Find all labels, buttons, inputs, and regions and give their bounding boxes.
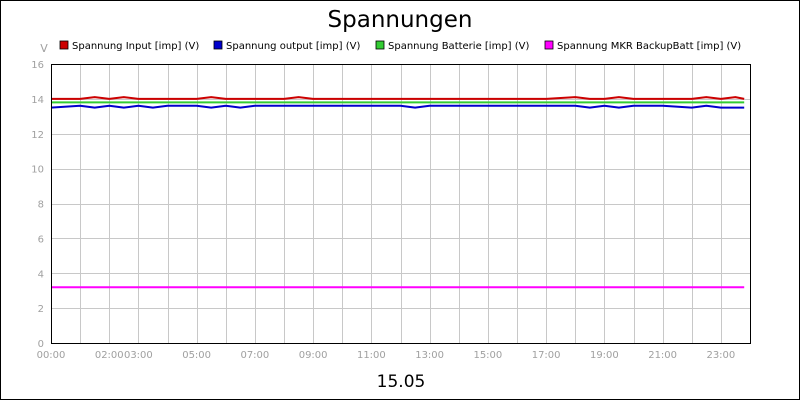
x-tick-label: 09:00 (299, 350, 328, 361)
y-tick-label: 12 (31, 130, 44, 141)
y-tick-label: 4 (38, 269, 44, 280)
x-tick-label: 21:00 (648, 350, 677, 361)
x-tick-label: 17:00 (532, 350, 561, 361)
legend-label: Spannung Batterie [imp] (V) (388, 41, 529, 52)
x-tick-label: 00:00 (37, 350, 66, 361)
y-tick-label: 0 (38, 339, 44, 350)
x-tick-label: 03:00 (124, 350, 153, 361)
series-line-1 (51, 96, 745, 100)
x-tick-label: 07:00 (240, 350, 269, 361)
legend-swatch (544, 40, 554, 50)
x-tick-label: 15:00 (473, 350, 502, 361)
series-lines (50, 96, 745, 289)
plot-frame (51, 64, 751, 344)
y-tick-label: 10 (31, 165, 44, 176)
legend-swatch (59, 40, 69, 50)
legend-swatch (213, 40, 223, 50)
legend-item-4: Spannung MKR BackupBatt [imp] (V) (544, 40, 741, 52)
legend: Spannung Input [imp] (V) Spannung output … (59, 40, 741, 52)
plot-area (51, 64, 750, 343)
y-axis-ticks: 0 2 4 6 8 10 12 14 16 (31, 60, 44, 350)
x-tick-label: 13:00 (415, 350, 444, 361)
series-line-2 (50, 104, 745, 109)
x-tick-label: 23:00 (706, 350, 735, 361)
x-axis-ticks: 00:00 02:00 03:00 05:00 07:00 09:00 11:00 13:00… (37, 350, 736, 361)
y-tick-label: 8 (38, 200, 44, 211)
x-tick-label: 11:00 (357, 350, 386, 361)
x-tick-label: 19:00 (590, 350, 619, 361)
x-tick-label: 05:00 (182, 350, 211, 361)
y-tick-label: 6 (38, 234, 44, 245)
legend-label: Spannung output [imp] (V) (226, 41, 360, 52)
y-tick-label: 2 (38, 304, 44, 315)
y-axis-unit: V (40, 42, 48, 55)
legend-item-1: Spannung Input [imp] (V) (59, 40, 199, 52)
legend-item-3: Spannung Batterie [imp] (V) (375, 40, 529, 52)
legend-label: Spannung Input [imp] (V) (72, 41, 199, 52)
legend-item-2: Spannung output [imp] (V) (213, 40, 360, 52)
chart-title: Spannungen (328, 7, 473, 33)
legend-label: Spannung MKR BackupBatt [imp] (V) (557, 41, 741, 52)
x-tick-label: 02:00 (95, 350, 124, 361)
y-tick-label: 16 (31, 60, 44, 71)
x-axis-title: 15.05 (377, 372, 426, 392)
legend-swatch (375, 40, 385, 50)
y-tick-label: 14 (31, 95, 44, 106)
